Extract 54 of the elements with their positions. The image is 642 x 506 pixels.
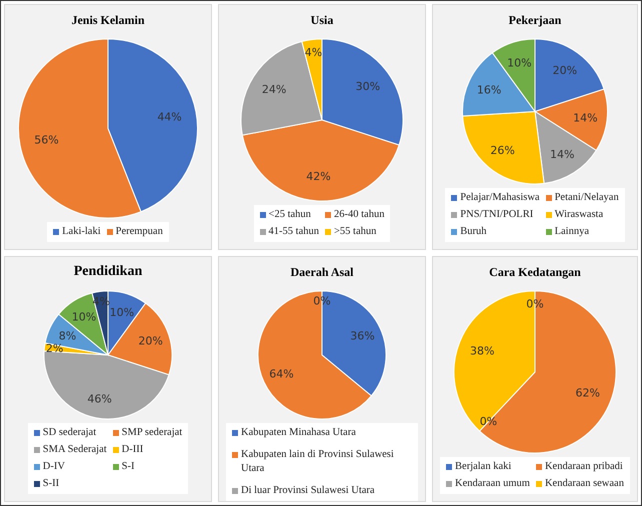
legend-label: S-II xyxy=(42,477,60,491)
legend-label: D-III xyxy=(122,443,144,457)
data-label: 10% xyxy=(72,310,96,324)
legend-label: 41-55 tahun xyxy=(268,225,319,239)
legend-label: <25 tahun xyxy=(268,208,311,222)
legend-label: Kendaraan umum xyxy=(455,477,530,491)
legend-label: SMP sederajat xyxy=(122,426,182,440)
data-label: 20% xyxy=(552,64,578,77)
data-label: 14% xyxy=(573,111,598,124)
legend-label: Lainnya xyxy=(554,225,589,239)
legend-label: Kabupaten Minahasa Utara xyxy=(241,426,356,440)
legend-label: Berjalan kaki xyxy=(455,460,512,474)
data-label: 4% xyxy=(304,46,322,59)
chart-title: Usia xyxy=(310,12,334,29)
chart-title: Cara Kedatangan xyxy=(489,264,581,281)
legend-label: Perempuan xyxy=(116,225,163,239)
legend-label: Laki-laki xyxy=(62,225,101,239)
legend-label: PNS/TNI/POLRI xyxy=(460,208,534,222)
data-label: 20% xyxy=(138,334,163,348)
legend-label: Di luar Provinsi Sulawesi Utara xyxy=(241,484,375,498)
legend-label: Petani/Nelayan xyxy=(554,191,619,205)
legend-label: Buruh xyxy=(460,225,487,239)
data-label: 10% xyxy=(507,56,532,70)
data-label: 64% xyxy=(269,368,294,381)
legend-label: Kabupaten lain di Provinsi Sulawesi Utara xyxy=(241,448,395,476)
data-label: 26% xyxy=(490,144,515,158)
text: Daerah Asal xyxy=(290,264,354,281)
data-label: 56% xyxy=(34,134,59,147)
data-label: 46% xyxy=(87,392,112,406)
data-label: 8% xyxy=(58,329,76,342)
legend-label: 26-40 tahun xyxy=(334,208,384,222)
legend-label: Wiraswasta xyxy=(554,208,604,222)
data-label: 38% xyxy=(470,344,495,358)
data-label: 14% xyxy=(550,148,574,161)
legend-label: D-IV xyxy=(42,460,65,474)
data-label: 62% xyxy=(575,386,600,400)
data-label: 16% xyxy=(476,83,502,96)
legend-label: SD sederajat xyxy=(42,426,96,440)
legend-label: S-I xyxy=(122,460,134,474)
data-label: 44% xyxy=(157,110,182,124)
data-label: 24% xyxy=(262,83,286,96)
data-label: 42% xyxy=(306,170,331,184)
chart-title: Pekerjaan xyxy=(508,12,562,29)
chart-title: Pendidikan xyxy=(74,263,142,281)
legend-label: Pelajar/Mahasiswa xyxy=(460,191,540,205)
data-label: 36% xyxy=(350,329,375,342)
legend-label: SMA Sederajat xyxy=(42,443,107,457)
text: 0% xyxy=(313,294,331,308)
legend-label: Kendaraan pribadi xyxy=(544,460,623,474)
legend-label: >55 tahun xyxy=(334,225,376,239)
data-label: 10% xyxy=(110,306,134,319)
data-label: 30% xyxy=(356,80,380,94)
chart-title: Jenis Kelamin xyxy=(71,12,144,29)
legend-label: Kendaraan sewaan xyxy=(544,477,624,491)
